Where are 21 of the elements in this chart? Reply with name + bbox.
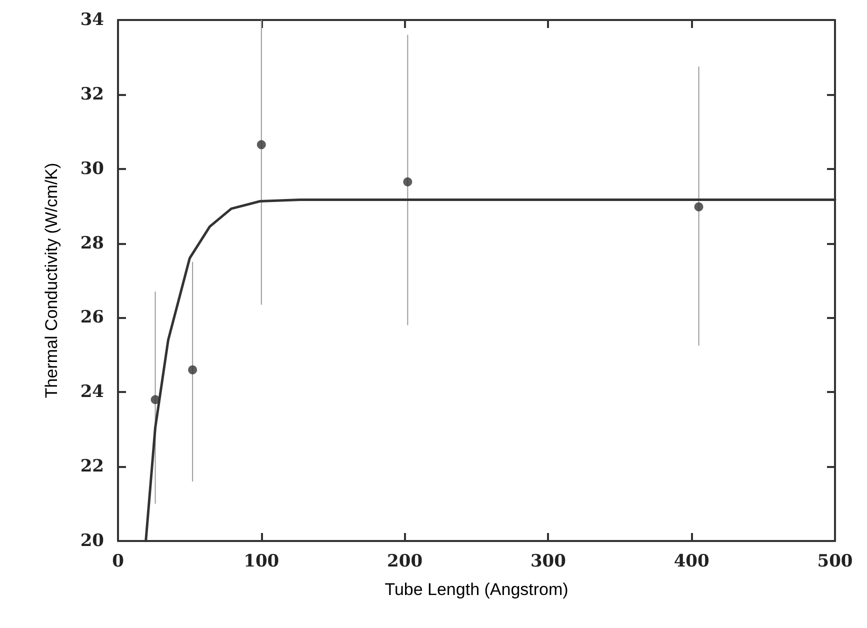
y-tick-label: 34	[80, 10, 104, 30]
point	[403, 177, 412, 186]
x-tick-label: 400	[674, 552, 710, 572]
point	[188, 365, 198, 374]
point	[694, 202, 704, 212]
y-tick-label: 32	[80, 84, 104, 104]
y-tick-label: 26	[80, 308, 104, 328]
x-tick-label: 100	[244, 552, 280, 572]
y-tick-label: 28	[80, 233, 104, 254]
x-tick-label: 0	[112, 552, 124, 572]
x-axis-title: Tube Length (Angstrom)	[384, 580, 568, 599]
x-tick-label: 500	[817, 552, 853, 572]
x-tick-label: 200	[387, 552, 423, 572]
x-tick-label: 300	[530, 552, 566, 572]
y-axis-title: Thermal Conductivity (W/cm/K)	[42, 162, 61, 398]
point	[150, 395, 160, 404]
y-tick-label: 22	[80, 456, 104, 477]
y-tick-label: 24	[80, 382, 104, 402]
y-tick-label: 20	[80, 531, 104, 551]
point	[256, 140, 266, 150]
y-tick-label: 30	[80, 158, 104, 179]
